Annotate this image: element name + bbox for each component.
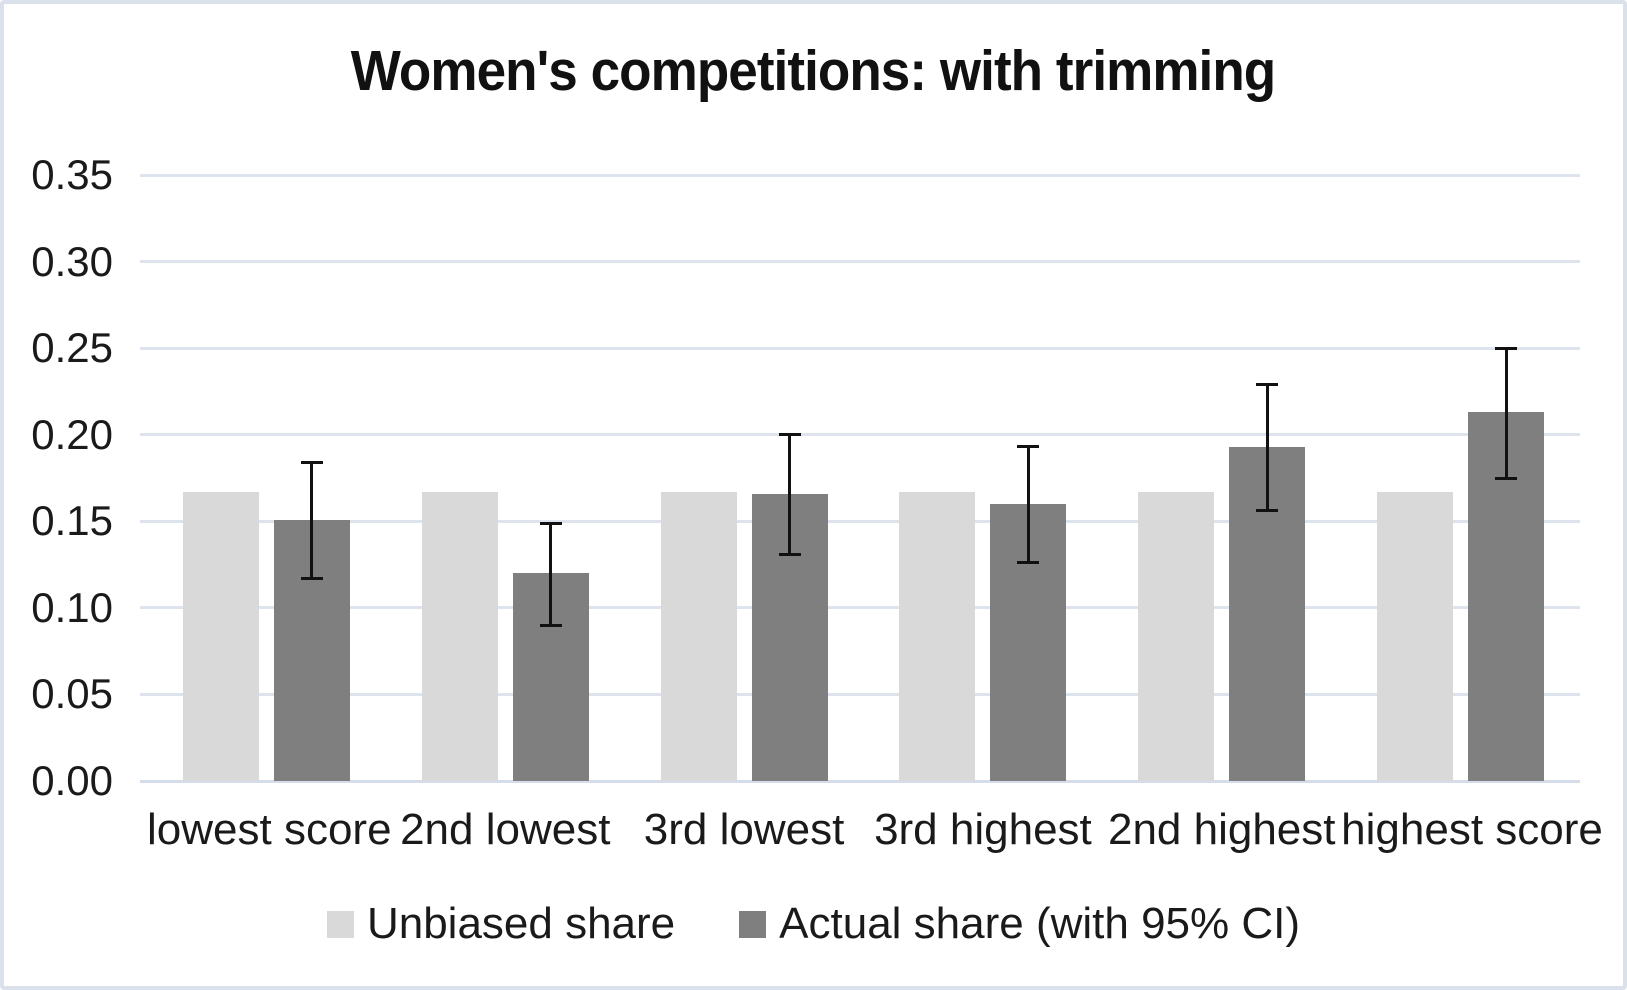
error-bar-cap-top: [1495, 346, 1518, 350]
bar-unbiased-share: [899, 491, 976, 781]
legend-label-unbiased: Unbiased share: [366, 899, 676, 948]
y-axis-tick-label: 0.10: [31, 583, 113, 631]
y-axis-tick-label: 0.35: [31, 151, 113, 198]
error-bar-line: [1026, 446, 1030, 563]
bar-unbiased-share: [1138, 491, 1215, 781]
error-bar-cap-top: [300, 460, 323, 464]
x-axis-category-label: 2nd lowest: [400, 805, 611, 854]
error-bar-line: [310, 462, 314, 579]
gridline: [140, 606, 1580, 610]
error-bar-cap-top: [539, 521, 562, 525]
legend-swatch-actual: [739, 910, 767, 938]
gridline: [140, 433, 1580, 437]
bar-unbiased-share: [660, 491, 737, 781]
error-bar-cap-bottom: [1256, 509, 1279, 513]
bar-unbiased-share: [1377, 491, 1454, 781]
bar-unbiased-share: [421, 491, 498, 781]
y-axis-tick-label: 0.30: [31, 237, 113, 285]
x-axis-category-label: highest score: [1341, 805, 1603, 854]
legend: Unbiased share Actual share (with 95% CI…: [4, 898, 1623, 950]
gridline: [140, 173, 1580, 177]
y-axis-tick-label: 0.00: [31, 757, 113, 804]
legend-item-unbiased: Unbiased share: [326, 899, 676, 948]
legend-label-actual: Actual share (with 95% CI): [779, 899, 1301, 948]
x-axis-line: [140, 779, 1580, 783]
error-bar-cap-bottom: [778, 552, 801, 556]
y-axis-tick-label: 0.15: [31, 497, 113, 545]
chart-title-text: Women's competitions: with trimming: [351, 39, 1276, 103]
legend-swatch-unbiased: [326, 910, 354, 938]
error-bar-line: [788, 434, 792, 555]
gridline: [140, 260, 1580, 264]
y-axis-tick-label: 0.20: [31, 410, 113, 458]
error-bar-cap-bottom: [1495, 476, 1518, 480]
x-axis-category-label: 3rd lowest: [643, 805, 845, 854]
chart-title: Women's competitions: with trimming: [4, 38, 1623, 104]
error-bar-line: [549, 523, 553, 626]
error-bar-cap-bottom: [300, 576, 323, 580]
error-bar-line: [1504, 348, 1508, 478]
gridline: [140, 519, 1580, 523]
error-bar-cap-top: [1017, 445, 1040, 449]
error-bar-cap-bottom: [1017, 561, 1040, 565]
gridline: [140, 692, 1580, 696]
error-bar-line: [1265, 384, 1269, 511]
error-bar-cap-top: [1256, 383, 1279, 386]
legend-item-actual: Actual share (with 95% CI): [739, 900, 1300, 948]
x-axis-category-label: 2nd highest: [1107, 805, 1336, 854]
error-bar-cap-top: [778, 433, 801, 437]
y-axis-tick-label: 0.25: [31, 324, 113, 372]
y-axis-tick-label: 0.05: [31, 670, 113, 718]
bar-unbiased-share: [182, 491, 259, 781]
error-bar-cap-bottom: [539, 623, 562, 627]
x-axis-category-label: 3rd highest: [874, 805, 1092, 854]
x-axis-category-label: lowest score: [147, 805, 392, 854]
gridline: [140, 346, 1580, 350]
